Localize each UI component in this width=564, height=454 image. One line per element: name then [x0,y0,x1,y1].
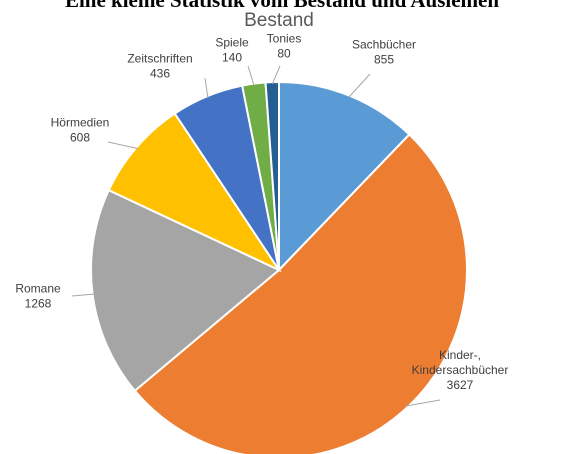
pie-slice-kinder-kindersachbücher [133,133,468,454]
data-label-category: Tonies [267,32,302,46]
leader-line-tonies [271,65,281,85]
data-label-tonies: Tonies 80 [267,32,302,61]
data-label-value: 436 [150,67,170,81]
data-label-hörmedien: Hörmedien 608 [51,116,110,145]
chart-title: Bestand [244,10,314,31]
leader-line-spiele [247,65,255,86]
pie-slice-sachbücher [278,80,411,273]
data-label-category: Spiele [215,36,249,50]
data-label-category: Zeitschriften [127,52,192,66]
data-label-category: Kindersachbücher [412,363,509,377]
data-label-category: Hörmedien [51,116,110,130]
data-label-category: Romane [15,282,61,296]
leader-line-kinder-kindersachbücher [405,399,441,407]
data-label-value: 608 [70,131,90,145]
data-label-zeitschriften: Zeitschriften 436 [127,52,192,81]
pie-slice-tonies [264,80,280,271]
data-label-sachbücher: Sachbücher 855 [352,38,416,67]
data-label-value: 3627 [447,378,474,392]
data-label-category: Sachbücher [352,38,416,52]
leader-line-hörmedien [107,141,139,150]
data-label-value: 1268 [25,297,52,311]
data-label-value: 855 [374,53,394,67]
data-label-spiele: Spiele 140 [215,36,249,65]
page-heading: Eine kleine Statistik vom Bestand und Au… [64,0,500,12]
data-label-value: 140 [222,51,242,65]
leader-line-zeitschriften [204,77,209,99]
data-label-value: 80 [277,47,291,61]
data-label-romane: Romane 1268 [15,282,61,311]
pie-slice-hörmedien [107,112,282,273]
data-label-category: Kinder-, [439,348,481,362]
data-label-kinder-kindersachbücher: Kinder-, Kindersachbücher 3627 [412,348,509,392]
leader-lines [71,65,441,407]
leader-line-sachbücher [348,73,371,98]
data-labels: Sachbücher 855 Kinder-, Kindersachbücher 362… [15,32,508,393]
leader-line-romane [71,293,95,297]
pie-slices [90,80,468,454]
